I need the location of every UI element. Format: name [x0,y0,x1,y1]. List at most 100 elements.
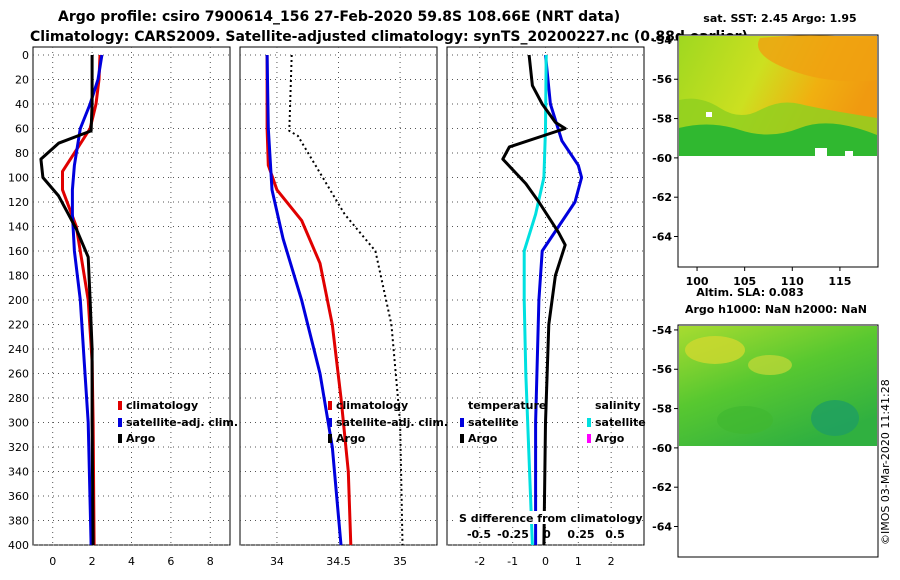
x-tick-label: 0 [49,555,56,568]
depth-tick-label: 80 [15,147,29,160]
legend-temp-argo-swatch [460,434,464,443]
legend-satellite-label: satellite-adj. clim. [126,416,238,429]
legend-climatology-swatch [328,401,332,410]
legend-temp-satellite-label: satellite [468,416,519,429]
sst-map-title: sat. SST: 2.45 Argo: 1.95 [703,12,856,25]
depth-tick-label: 340 [8,466,29,479]
difference-lines [501,54,584,546]
legend-climatology-label: climatology [126,399,198,412]
sst-no-data-gap [845,151,853,156]
x-tick-label: -2 [474,555,485,568]
lat-tick-label: -56 [652,363,672,376]
salinity-difference-tick-label: 0.25 [567,528,594,541]
sla-heatmap [679,326,877,446]
series-line-satellite-temperature- [534,54,584,545]
sst-lat-tick-labels: -54 -56 -58 -60 -62 -64 [652,34,678,244]
lon-tick-label: 110 [781,275,804,288]
sst-no-data-gap [815,148,827,156]
lat-tick-label: -58 [652,403,672,416]
difference-panel: -2 -1 0 1 2 -0.5 -0.25 0 0.25 0.5 S difference f… [446,46,646,568]
sla-high-patch [685,336,745,364]
depth-tick-label: 140 [8,221,29,234]
lat-tick-label: -64 [652,231,672,244]
salinity-tick-labels: 34 34.5 35 [270,555,407,568]
x-tick-label: 1 [575,555,582,568]
legend-climatology-label: climatology [336,399,408,412]
lon-tick-label: 115 [828,275,851,288]
legend-temp-argo-label: Argo [468,432,498,445]
temperature-lines [39,54,104,546]
lat-tick-label: -64 [652,521,672,534]
series-line-argo [288,54,404,546]
legend-sal-satellite-label: satellite [595,416,646,429]
x-tick-label: 2 [608,555,615,568]
depth-tick-label: 380 [8,515,29,528]
lon-tick-label: 105 [733,275,756,288]
difference-legend: temperature salinity satellite Argo sate… [460,399,646,445]
depth-tick-labels: 0 20 40 60 80 100 120 140 160 180 200 220 240 260 280 3… [8,49,29,552]
depth-tick-label: 120 [8,196,29,209]
sla-map-title-line2: Argo h1000: NaN h2000: NaN [685,303,867,316]
depth-tick-label: 40 [15,98,29,111]
salinity-difference-tick-labels: -0.5 -0.25 0 0.25 0.5 [467,528,625,541]
depth-tick-label: 360 [8,490,29,503]
temperature-tick-labels: 0 2 4 6 8 [49,555,214,568]
lat-tick-label: -60 [652,442,672,455]
legend-argo-label: Argo [126,432,156,445]
x-tick-label: 34.5 [326,555,351,568]
sla-map: Altim. SLA: 0.083 Argo h1000: NaN h2000:… [652,286,879,558]
salinity-difference-axis-label: S difference from climatology [459,512,643,525]
x-tick-label: 0 [542,555,549,568]
depth-tick-label: 0 [22,49,29,62]
legend-sal-satellite-swatch [587,418,591,427]
legend-argo-swatch [118,434,122,443]
legend-satellite-label: satellite-adj. clim. [336,416,448,429]
imos-credit: ©IMOS 03-Mar-2020 11:41:28 [879,379,892,545]
figure-title-line2: Climatology: CARS2009. Satellite-adjuste… [30,29,748,45]
salinity-difference-tick-label: 0 [543,528,551,541]
lon-tick-label: 100 [686,275,709,288]
x-tick-label: 8 [207,555,214,568]
salinity-difference-tick-label: -0.5 [467,528,491,541]
legend-satellite-swatch [118,418,122,427]
difference-tick-labels: -2 -1 0 1 2 [474,555,614,568]
depth-tick-label: 20 [15,74,29,87]
lat-tick-label: -54 [652,34,672,47]
salinity-panel: 34 34.5 35 climatology satellite-adj. clim… [239,46,448,568]
salinity-difference-tick-label: 0.5 [605,528,625,541]
sla-low-patch [717,406,773,434]
salinity-grid [240,47,437,546]
series-line-satellite-salinity- [522,54,548,546]
depth-tick-label: 320 [8,441,29,454]
lat-tick-label: -62 [652,191,672,204]
lat-tick-label: -62 [652,481,672,494]
temperature-panel: 0204060801001201401601802002202402602803… [8,46,238,568]
series-line-climatology [265,55,353,546]
legend-argo-swatch [328,434,332,443]
sst-lon-tick-labels: 100 105 110 115 [686,267,851,288]
depth-tick-label: 260 [8,368,29,381]
depth-tick-label: 400 [8,539,29,552]
depth-tick-label: 240 [8,343,29,356]
salinity-axis-label-backing [457,511,637,524]
temperature-panel-frame [32,46,231,546]
depth-tick-label: 200 [8,294,29,307]
depth-tick-label: 180 [8,270,29,283]
depth-tick-label: 100 [8,172,29,185]
sst-heatmap [679,35,877,156]
series-line-argo-temperature- [501,54,567,546]
sla-map-title-line1: Altim. SLA: 0.083 [696,286,803,299]
x-tick-label: 4 [128,555,135,568]
legend-sal-argo-swatch [587,434,591,443]
lat-tick-label: -56 [652,73,672,86]
temperature-legend: climatology satellite-adj. clim. Argo [118,399,238,445]
figure-title-line1: Argo profile: csiro 7900614_156 27-Feb-2… [58,9,620,25]
x-tick-label: -1 [507,555,518,568]
lat-tick-label: -54 [652,324,672,337]
depth-tick-label: 280 [8,392,29,405]
sst-no-data-gap [706,112,712,117]
depth-tick-label: 60 [15,123,29,136]
x-tick-label: 2 [89,555,96,568]
depth-tick-label: 220 [8,319,29,332]
salinity-legend: climatology satellite-adj. clim. Argo [328,399,448,445]
